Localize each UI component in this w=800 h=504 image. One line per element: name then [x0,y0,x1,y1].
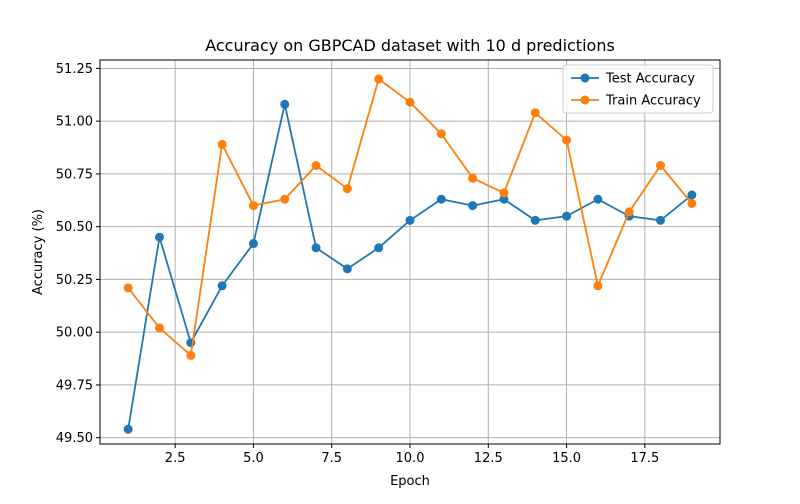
test-accuracy-point [468,201,478,211]
y-axis: 49.50 49.75 50.00 50.25 50.50 50.75 51.00 51.25 [56,62,100,446]
y-tick-label: 49.75 [56,378,93,393]
test-accuracy-point [530,215,540,225]
legend: Test Accuracy Train Accuracy [562,64,714,114]
y-tick-label: 51.00 [56,115,93,130]
y-tick-label: 50.25 [56,273,93,288]
legend-marker [580,95,590,105]
x-tick-label: 17.5 [630,451,659,466]
y-tick-label: 50.75 [56,167,93,182]
legend-label: Train Accuracy [605,94,701,109]
train-accuracy-point [217,139,227,149]
train-accuracy-point [593,281,603,291]
train-accuracy-point [248,201,258,211]
test-accuracy-point [311,243,321,253]
x-tick-label: 12.5 [474,451,503,466]
test-accuracy-point [593,194,603,204]
x-tick-label: 7.5 [321,451,342,466]
train-accuracy-point [311,160,321,170]
x-axis-label: Epoch [390,474,430,489]
train-accuracy-point [624,207,634,217]
train-accuracy-point [468,173,478,183]
legend-box [562,64,714,114]
test-accuracy-point [342,264,352,274]
train-accuracy-point [687,198,697,208]
train-accuracy-point [436,129,446,139]
test-accuracy-point [280,99,290,109]
train-accuracy-point [499,188,509,198]
legend-item-train-accuracy: Train Accuracy [571,94,701,109]
train-accuracy-point [530,108,540,118]
test-accuracy-point [248,239,258,249]
test-accuracy-point [217,281,227,291]
test-accuracy-point [687,190,697,200]
x-tick-label: 5.0 [243,451,264,466]
y-tick-label: 49.50 [56,431,93,446]
test-accuracy-point [154,232,164,242]
y-tick-label: 50.50 [56,220,93,235]
train-accuracy-point [186,350,196,360]
y-tick-label: 50.00 [56,326,93,341]
legend-label: Test Accuracy [605,72,695,87]
test-accuracy-point [405,215,415,225]
test-accuracy-point [656,215,666,225]
test-accuracy-point [374,243,384,253]
train-accuracy-point [342,184,352,194]
train-accuracy-point [562,135,572,145]
train-accuracy-point [154,323,164,333]
x-tick-label: 10.0 [396,451,425,466]
x-tick-label: 2.5 [165,451,186,466]
train-accuracy-point [656,160,666,170]
legend-item-test-accuracy: Test Accuracy [571,72,695,87]
train-accuracy-point [280,194,290,204]
test-accuracy-point [499,194,509,204]
train-accuracy-point [123,283,133,293]
test-accuracy-point [436,194,446,204]
chart-title: Accuracy on GBPCAD dataset with 10 d pre… [205,36,615,55]
y-axis-label: Accuracy (%) [31,209,46,295]
test-accuracy-point [562,211,572,221]
train-accuracy-series [123,74,697,360]
legend-marker [580,73,590,83]
series-layer [123,74,697,434]
train-accuracy-point [405,97,415,107]
train-accuracy-point [374,74,384,84]
x-tick-label: 15.0 [552,451,581,466]
x-axis: 2.5 5.0 7.5 10.0 12.5 15.0 17.5 [165,444,659,466]
y-tick-label: 51.25 [56,62,93,77]
test-accuracy-point [123,424,133,434]
grid [100,60,720,444]
